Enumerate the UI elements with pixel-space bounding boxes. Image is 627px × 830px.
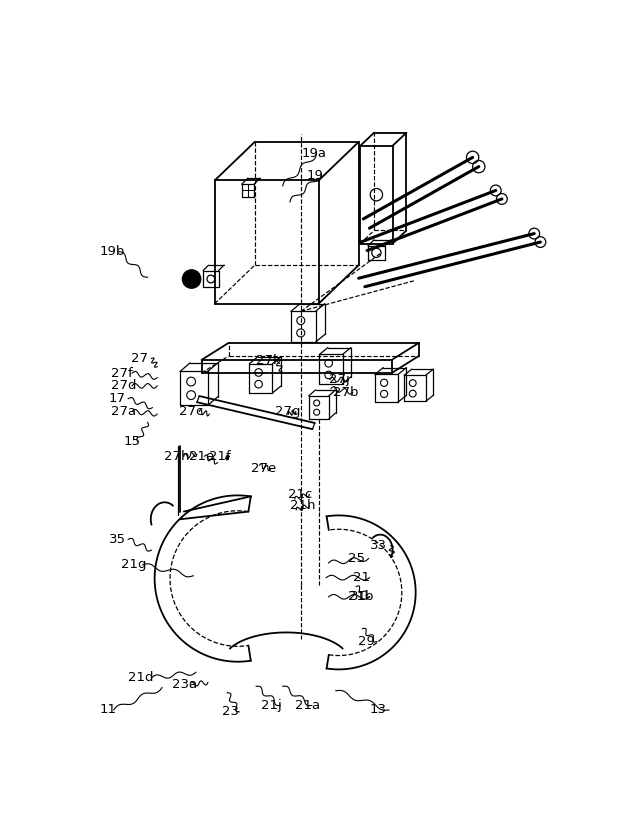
Text: 19: 19 bbox=[307, 168, 324, 182]
Text: 21d: 21d bbox=[128, 671, 154, 685]
Text: 17: 17 bbox=[109, 393, 126, 405]
Text: 23: 23 bbox=[223, 706, 240, 718]
Circle shape bbox=[182, 270, 201, 288]
Text: 19b: 19b bbox=[99, 245, 125, 258]
Text: 27j: 27j bbox=[329, 373, 349, 386]
Text: 21a: 21a bbox=[295, 699, 320, 712]
Text: 11: 11 bbox=[99, 704, 116, 716]
Text: 21g: 21g bbox=[121, 559, 147, 571]
Text: 27c: 27c bbox=[179, 405, 203, 418]
Text: 29: 29 bbox=[357, 635, 374, 648]
Text: 27: 27 bbox=[130, 352, 147, 365]
Text: 25: 25 bbox=[348, 552, 365, 565]
Text: 31: 31 bbox=[350, 590, 367, 603]
Text: 33: 33 bbox=[369, 540, 387, 552]
Text: 21c: 21c bbox=[288, 488, 312, 501]
Text: 21h: 21h bbox=[290, 499, 315, 512]
Text: 27k: 27k bbox=[256, 354, 281, 367]
Text: 15: 15 bbox=[124, 435, 140, 448]
Text: 21f: 21f bbox=[209, 450, 231, 462]
Text: 27b: 27b bbox=[334, 386, 359, 398]
Text: 21j: 21j bbox=[261, 699, 282, 712]
Text: 27h: 27h bbox=[164, 450, 190, 462]
Text: 27f: 27f bbox=[112, 367, 133, 379]
Text: 23a: 23a bbox=[172, 678, 197, 691]
Text: 35: 35 bbox=[109, 533, 126, 546]
Text: 21b: 21b bbox=[348, 590, 374, 603]
Text: 27a: 27a bbox=[112, 405, 137, 418]
Text: 21: 21 bbox=[353, 571, 370, 584]
Circle shape bbox=[186, 274, 197, 285]
Text: 13: 13 bbox=[369, 704, 387, 716]
Text: 27d: 27d bbox=[112, 379, 137, 393]
Text: 19a: 19a bbox=[302, 148, 327, 160]
Text: 27e: 27e bbox=[251, 462, 277, 476]
Text: 27g: 27g bbox=[275, 405, 301, 418]
Text: 21e: 21e bbox=[189, 450, 214, 462]
